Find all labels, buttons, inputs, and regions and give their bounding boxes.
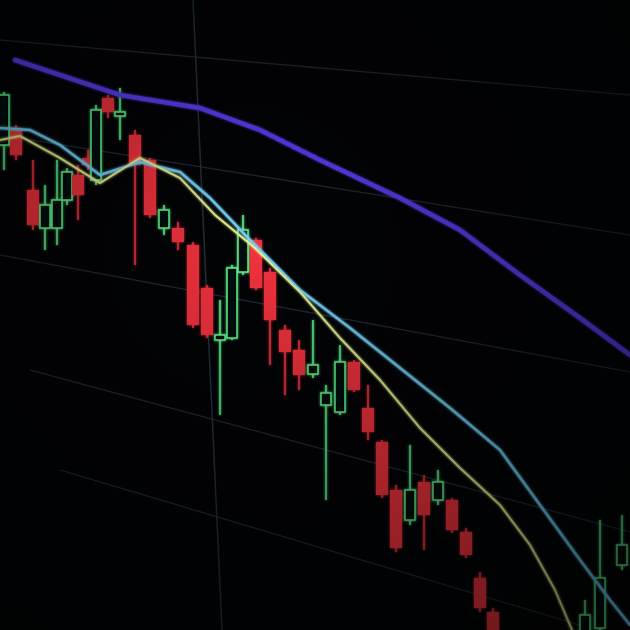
candlestick-chart-photo bbox=[0, 0, 630, 630]
vignette bbox=[0, 0, 630, 630]
